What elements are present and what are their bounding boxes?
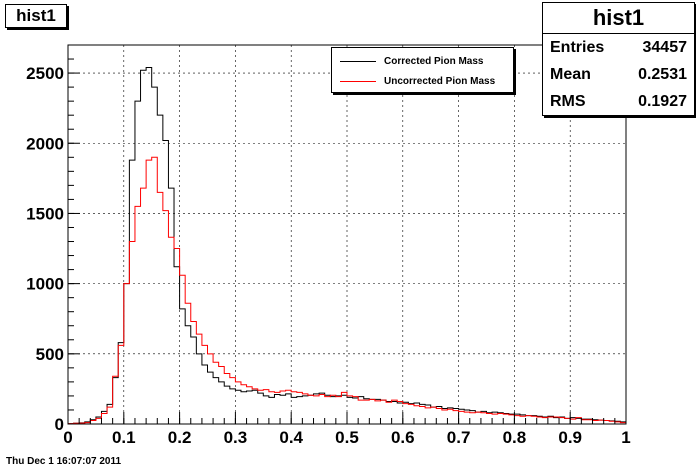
x-tick-label: 0.6 — [391, 428, 415, 447]
y-tick-label: 1500 — [26, 204, 64, 223]
legend-label-corrected: Corrected Pion Mass — [384, 56, 484, 67]
stats-row-mean: Mean 0.2531 — [543, 61, 694, 88]
plot-title-box: hist1 — [5, 4, 67, 28]
legend-label-uncorrected: Uncorrected Pion Mass — [384, 76, 496, 87]
y-axis-ticks: 0 500 1000 1500 2000 2500 — [26, 44, 80, 434]
legend-swatch-uncorrected — [340, 81, 376, 82]
y-tick-label: 500 — [36, 345, 64, 364]
legend-entry-uncorrected: Uncorrected Pion Mass — [340, 76, 495, 87]
stats-label-entries: Entries — [550, 39, 605, 56]
y-tick-label: 2000 — [26, 134, 64, 153]
x-tick-label: 1 — [621, 428, 630, 447]
x-tick-label: 0.7 — [447, 428, 471, 447]
x-tick-label: 0 — [63, 428, 72, 447]
stats-title: hist1 — [543, 3, 694, 34]
x-tick-label: 0.8 — [503, 428, 527, 447]
legend-swatch-corrected — [340, 61, 376, 62]
stats-value-entries: 34457 — [642, 39, 688, 56]
x-tick-label: 0.3 — [224, 428, 248, 447]
grid-lines — [68, 45, 626, 424]
x-tick-label: 0.4 — [279, 428, 303, 447]
x-tick-label: 0.9 — [558, 428, 582, 447]
x-tick-label: 0.2 — [168, 428, 192, 447]
x-axis-ticks: 0 0.1 0.2 0.3 0.4 0.5 0.6 0.7 0.8 0.9 1 — [63, 412, 631, 447]
x-tick-label: 0.1 — [112, 428, 136, 447]
stats-box: hist1 Entries 34457 Mean 0.2531 RMS 0.19… — [542, 2, 695, 116]
series-line-1 — [67, 156, 627, 425]
stats-label-rms: RMS — [550, 93, 586, 110]
legend: Corrected Pion Mass Uncorrected Pion Mas… — [331, 47, 514, 93]
stats-row-entries: Entries 34457 — [543, 34, 694, 61]
stats-row-rms: RMS 0.1927 — [543, 88, 694, 115]
stats-label-mean: Mean — [550, 66, 591, 83]
y-tick-label: 0 — [55, 415, 64, 434]
series-layer — [67, 66, 627, 425]
timestamp-footer: Thu Dec 1 16:07:07 2011 — [6, 456, 122, 467]
plot-title: hist1 — [16, 6, 56, 25]
stats-value-rms: 0.1927 — [638, 93, 687, 110]
y-tick-label: 1000 — [26, 275, 64, 294]
legend-entry-corrected: Corrected Pion Mass — [340, 56, 483, 67]
x-tick-label: 0.5 — [335, 428, 359, 447]
stats-value-mean: 0.2531 — [638, 66, 687, 83]
y-tick-label: 2500 — [26, 64, 64, 83]
